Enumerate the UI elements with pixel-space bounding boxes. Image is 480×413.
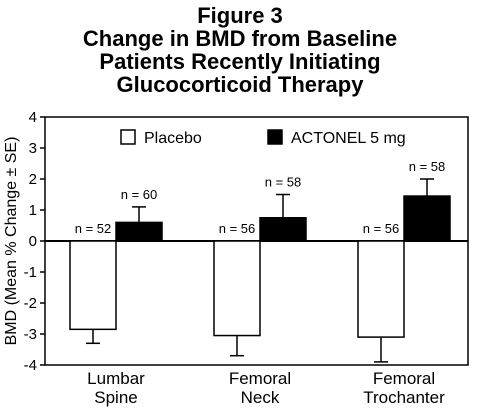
bar-placebo <box>357 240 405 338</box>
title-line-2: Change in BMD from Baseline <box>82 26 398 51</box>
n-label: n = 56 <box>219 221 256 236</box>
y-tick-label: -3 <box>24 326 37 343</box>
x-category-label: Spine <box>94 388 137 407</box>
chart-title: Figure 3 Change in BMD from Baseline Pat… <box>0 4 480 96</box>
x-category-label: Femoral <box>373 369 435 388</box>
y-tick-label: -1 <box>24 264 37 281</box>
n-label: n = 58 <box>409 159 446 174</box>
bar-placebo <box>69 240 117 331</box>
bar-actonel <box>259 217 307 242</box>
n-label: n = 60 <box>121 187 158 202</box>
n-label: n = 58 <box>265 175 302 190</box>
legend-swatch-actonel <box>267 129 283 145</box>
x-category-label: Trochanter <box>363 388 445 407</box>
title-line-3: Patients Recently Initiating <box>99 49 381 74</box>
bar-actonel <box>115 221 163 242</box>
n-label: n = 56 <box>363 221 400 236</box>
legend-label-placebo: Placebo <box>144 130 202 147</box>
legend-label-actonel: ACTONEL 5 mg <box>291 130 406 147</box>
x-category-label: Neck <box>241 388 280 407</box>
y-tick-label: 0 <box>29 233 37 250</box>
y-tick-label: 2 <box>29 171 37 188</box>
y-tick-label: -4 <box>24 357 37 374</box>
y-tick-label: 4 <box>29 109 37 126</box>
x-category-label: Lumbar <box>87 369 145 388</box>
bar-actonel <box>403 195 451 242</box>
y-tick-label: 1 <box>29 202 37 219</box>
title-line-4: Glucocorticoid Therapy <box>116 72 364 97</box>
y-tick-label: 3 <box>29 140 37 157</box>
n-label: n = 52 <box>75 221 112 236</box>
bar-placebo <box>213 240 261 337</box>
y-axis-label: BMD (Mean % Change ± SE) <box>3 137 20 346</box>
y-tick-label: -2 <box>24 295 37 312</box>
x-category-label: Femoral <box>229 369 291 388</box>
title-line-1: Figure 3 <box>197 3 283 28</box>
legend-swatch-placebo <box>120 129 136 145</box>
